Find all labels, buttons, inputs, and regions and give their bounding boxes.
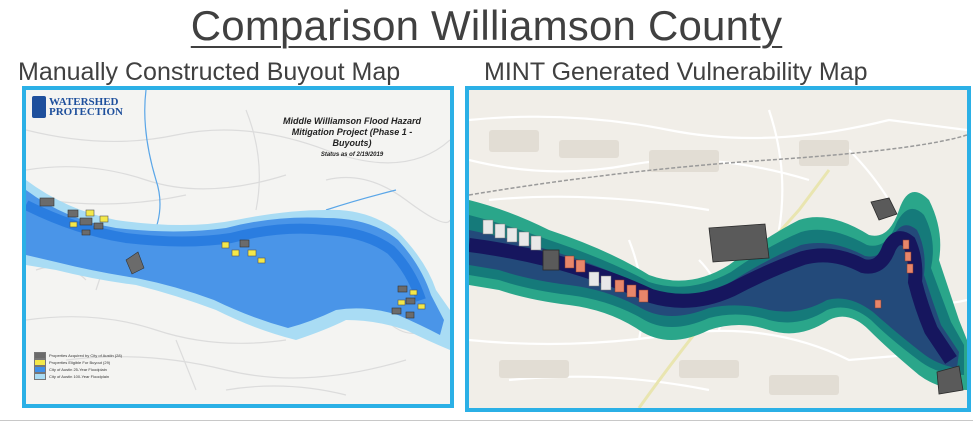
legend-swatch [34,352,46,359]
buyout-map-title: Middle Williamson Flood Hazard Mitigatio… [272,116,432,160]
legend-row: City of Austin 100-Year Floodplain [34,373,154,380]
right-map-caption: MINT Generated Vulnerability Map [484,58,868,86]
watershed-protection-logo: WATERSHED PROTECTION [32,96,123,118]
legend-swatch [34,359,46,366]
buyout-map-panel: WATERSHED PROTECTION Middle Williamson F… [22,86,454,408]
buyout-map-graphic [26,90,450,404]
legend-swatch [34,366,46,373]
footer-divider [0,420,973,421]
legend-row: Properties Acquired by City of Austin (2… [34,352,154,359]
logo-line-3: PROTECTION [49,106,123,118]
legend-label: Properties Acquired by City of Austin (2… [49,352,122,358]
left-map-caption: Manually Constructed Buyout Map [18,58,401,86]
buyout-map-legend: Properties Acquired by City of Austin (2… [34,352,154,380]
logo-line-2: WATERSHED [49,96,119,108]
legend-row: Properties Eligible For Buyout (29) [34,359,154,366]
legend-row: City of Austin 25-Year Floodplain [34,366,154,373]
legend-swatch [34,373,46,380]
buyout-map-status: Status as of 2/19/2019 [320,152,384,158]
legend-label: City of Austin 25-Year Floodplain [49,366,107,372]
legend-label: City of Austin 100-Year Floodplain [49,373,110,379]
vulnerability-map-graphic [469,90,967,408]
logo-mark-icon [32,96,46,118]
legend-label: Properties Eligible For Buyout (29) [49,359,111,365]
slide-title: Comparison Williamson County [0,2,973,50]
buyout-map-title-text: Middle Williamson Flood Hazard Mitigatio… [283,116,421,148]
logo-text: WATERSHED PROTECTION [49,96,123,118]
slide-title-text: Comparison Williamson County [190,2,783,49]
vulnerability-map-panel [465,86,971,412]
